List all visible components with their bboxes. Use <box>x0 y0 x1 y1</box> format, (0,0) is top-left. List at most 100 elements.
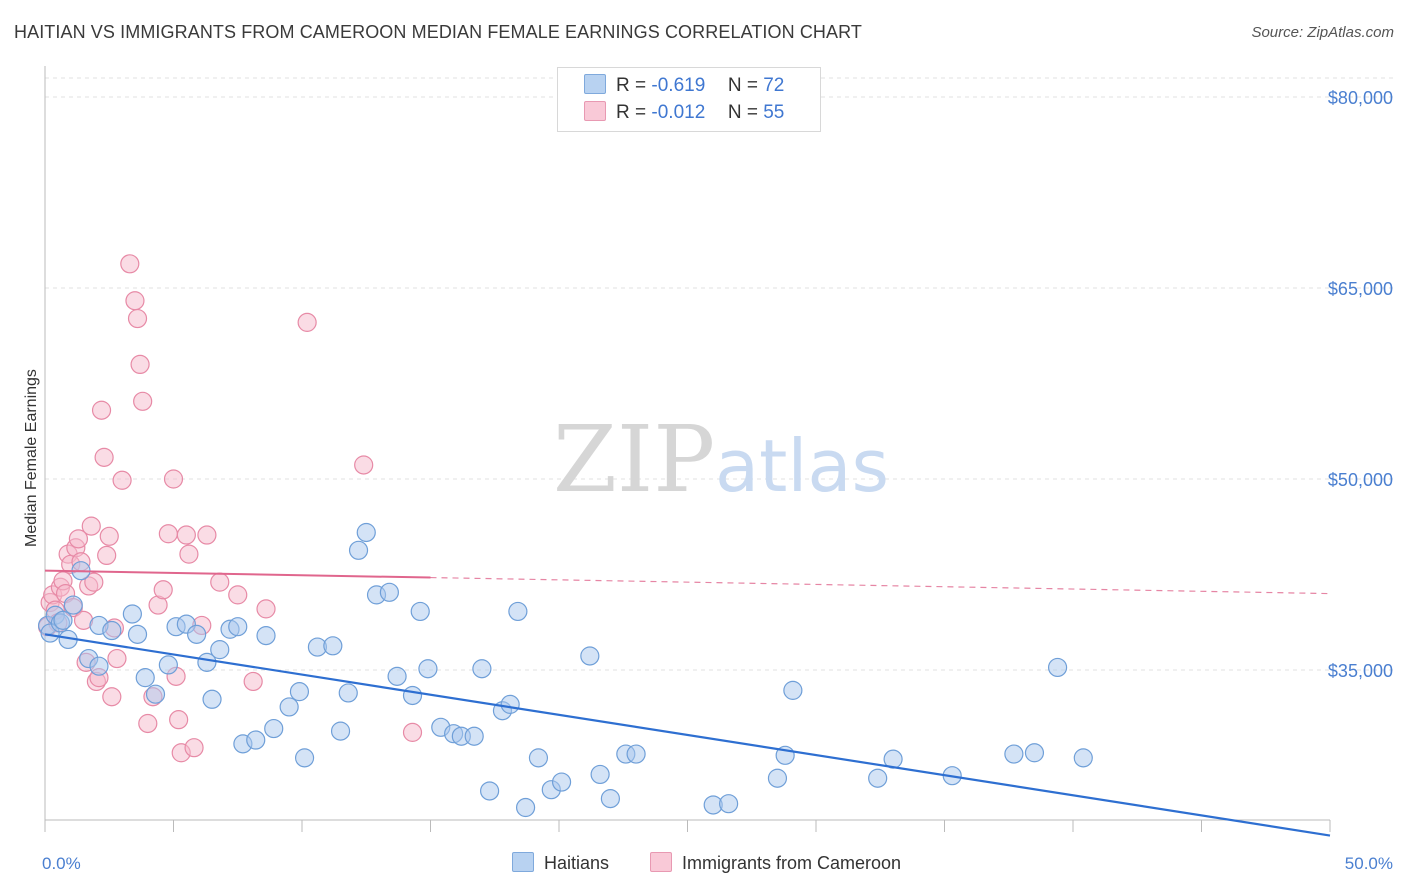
haitians-point <box>63 595 83 615</box>
cameroon-point <box>169 710 189 730</box>
cameroon-point <box>243 671 263 692</box>
haitians-point <box>145 684 166 704</box>
trend-lines <box>44 569 1331 837</box>
source-label: Source: ZipAtlas.com <box>1251 24 1394 41</box>
cameroon-point <box>197 525 217 545</box>
haitians-point <box>53 610 73 630</box>
cameroon-point <box>163 469 184 489</box>
haitians-point <box>868 768 888 788</box>
y-axis-label: Median Female Earnings <box>23 369 40 547</box>
correlation-legend: R = -0.619 N = 72 R = -0.012 N = 55 <box>557 67 821 132</box>
y-tick-label: $35,000 <box>1328 661 1393 681</box>
haitians-point <box>89 656 109 676</box>
haitians-point <box>127 624 148 644</box>
y-tick-label: $50,000 <box>1328 470 1393 490</box>
cameroon-point <box>402 722 423 742</box>
haitians-point <box>348 540 369 560</box>
haitians-point <box>600 789 621 809</box>
cameroon-point <box>133 391 153 411</box>
series-cameroon-points <box>37 254 423 763</box>
cameroon-trend-extension <box>430 576 1331 595</box>
n-label: N = <box>727 102 758 123</box>
haitians-point <box>1024 743 1045 763</box>
haitians-point <box>264 718 284 739</box>
cameroon-point <box>68 529 89 549</box>
n-value: 55 <box>763 102 785 123</box>
cameroon-point <box>138 713 158 734</box>
r-value: -0.619 <box>651 75 706 96</box>
cameroon-point <box>130 354 150 374</box>
y-tick-labels: $35,000 $50,000 $65,000 $80,000 <box>1328 88 1393 681</box>
haitians-point <box>135 668 155 688</box>
cameroon-point <box>127 308 148 329</box>
cameroon-point <box>256 599 276 619</box>
haitians-point <box>256 626 276 646</box>
cameroon-point <box>99 526 119 546</box>
cameroon-point <box>120 254 140 274</box>
cameroon-point <box>112 470 132 490</box>
haitians-point <box>719 794 739 814</box>
x-tick-labels: 0.0% 50.0% <box>42 854 1393 873</box>
cameroon-point <box>158 524 178 544</box>
haitians-point <box>508 601 528 622</box>
haitians-point <box>410 601 430 622</box>
haitians-point <box>202 689 222 709</box>
r-value: -0.012 <box>651 102 706 123</box>
cameroon-point <box>84 572 104 592</box>
legend-row-cameroon: R = -0.012 N = 55 <box>584 101 784 127</box>
haitians-point <box>210 640 230 660</box>
watermark: ZIP atlas <box>553 406 889 513</box>
cameroon-point <box>97 545 117 566</box>
haitians-point <box>356 522 376 543</box>
watermark-zip: ZIP <box>553 406 715 513</box>
cameroon-point <box>297 312 317 332</box>
legend-label-haitians: Haitians <box>544 853 610 873</box>
legend-swatch-blue <box>512 852 534 872</box>
haitians-point <box>767 768 788 788</box>
cameroon-trend-line <box>44 569 431 579</box>
haitians-point <box>472 659 492 679</box>
x-tick-label: 0.0% <box>42 854 81 873</box>
legend-swatch-pink <box>584 101 606 121</box>
watermark-atlas: atlas <box>715 424 889 508</box>
legend-swatch-pink <box>650 852 672 872</box>
haitians-point <box>783 680 803 700</box>
n-value: 72 <box>763 75 785 96</box>
y-tick-label: $80,000 <box>1328 88 1393 108</box>
haitians-point <box>294 748 315 768</box>
legend-row-haitians: R = -0.619 N = 72 <box>584 74 784 100</box>
n-label: N = <box>727 75 758 96</box>
haitians-point <box>338 683 358 703</box>
haitians-point <box>158 655 178 675</box>
cameroon-point <box>184 738 204 758</box>
bottom-legend-cameroon: Immigrants from Cameroon <box>650 852 901 874</box>
haitians-point <box>387 666 407 686</box>
bottom-legend-haitians: Haitians <box>512 852 609 874</box>
haitians-point <box>626 744 646 764</box>
haitians-point <box>379 582 399 602</box>
haitians-point <box>279 697 299 717</box>
haitians-point <box>246 730 266 750</box>
cameroon-point <box>125 291 145 311</box>
cameroon-point <box>107 648 127 669</box>
cameroon-point <box>354 455 374 475</box>
haitians-point <box>464 726 484 746</box>
haitians-trend-line <box>44 633 1331 837</box>
haitians-point <box>480 781 500 801</box>
y-tick-label: $65,000 <box>1328 279 1393 299</box>
cameroon-point <box>91 400 112 420</box>
haitians-point <box>1047 657 1068 678</box>
chart-title: HAITIAN VS IMMIGRANTS FROM CAMEROON MEDI… <box>14 22 863 42</box>
haitians-point <box>580 646 600 666</box>
haitians-point <box>122 604 142 624</box>
cameroon-point <box>228 585 248 605</box>
cameroon-point <box>153 580 173 600</box>
r-label: R = <box>616 75 647 96</box>
legend-swatch-blue <box>584 74 606 94</box>
axes <box>44 66 1331 832</box>
haitians-point <box>1004 744 1024 764</box>
haitians-point <box>590 764 610 785</box>
cameroon-point <box>210 572 230 592</box>
haitians-point <box>330 721 351 741</box>
